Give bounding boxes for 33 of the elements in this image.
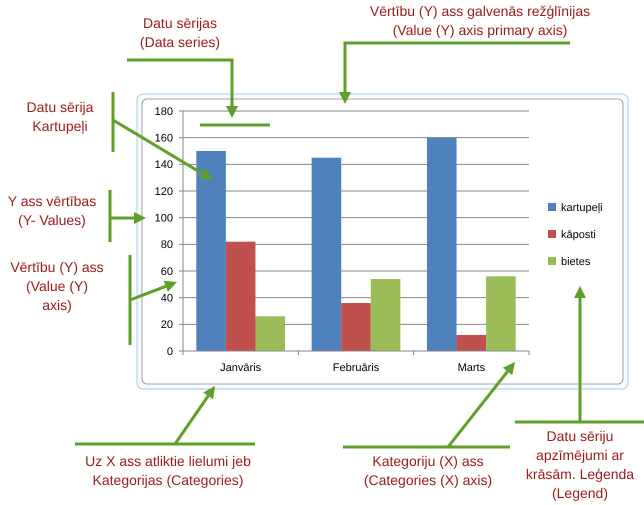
- text: Kategoriju (X) ass (Categories (X) axis): [364, 453, 492, 488]
- y-tick-label: 0: [166, 346, 173, 358]
- text: Uz X ass atliktie lielumi jeb Kategorijas (Categories): [85, 453, 252, 488]
- y-tick-label: 160: [154, 132, 173, 145]
- text: Y ass vērtības (Y- Values): [8, 193, 96, 228]
- bar: [196, 151, 226, 351]
- y-tick-label: 60: [160, 266, 173, 278]
- bar: [370, 279, 400, 351]
- bar: [226, 242, 256, 351]
- x-tick-label: Janvāris: [220, 362, 262, 374]
- text: Datu sēriju apzīmējumi ar krāsām. Leģenda (Legend): [526, 428, 634, 501]
- y-tick-label: 180: [154, 106, 173, 118]
- legend-label: kartupeļi: [561, 202, 603, 214]
- bar: [341, 303, 371, 351]
- bar: [426, 138, 457, 351]
- bar: [456, 335, 486, 351]
- text: Datu sērija Kartupeļi: [26, 99, 94, 134]
- y-tick-label: 100: [154, 212, 173, 225]
- text: Vērtību (Y) ass (Value (Y) axis): [10, 259, 104, 313]
- y-tick-label: 20: [160, 319, 173, 332]
- y-tick-label: 120: [154, 186, 173, 198]
- y-tick-label: 80: [160, 239, 173, 252]
- text: Datu sērijas (Data series): [140, 15, 220, 50]
- legend-label: kāposti: [561, 228, 596, 241]
- bar: [312, 158, 342, 351]
- bar: [255, 316, 286, 351]
- x-tick-label: Februāris: [332, 362, 380, 374]
- legend-label: bietes: [561, 256, 591, 268]
- y-tick-label: 140: [154, 159, 173, 172]
- bar: [486, 276, 516, 351]
- y-tick-label: 40: [160, 292, 173, 305]
- text: Vērtību (Y) ass galvenās režģlīnijas (Value (Y) axis primary axis): [370, 3, 590, 38]
- x-tick-label: Marts: [458, 362, 486, 374]
